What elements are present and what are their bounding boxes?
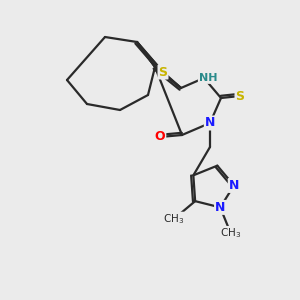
Text: N: N xyxy=(215,201,225,214)
Text: O: O xyxy=(155,130,165,143)
Text: NH: NH xyxy=(199,73,217,83)
Text: CH$_3$: CH$_3$ xyxy=(163,212,184,226)
Text: N: N xyxy=(205,116,215,130)
Text: N: N xyxy=(229,179,239,192)
Text: S: S xyxy=(158,65,167,79)
Text: S: S xyxy=(236,89,244,103)
Text: CH$_3$: CH$_3$ xyxy=(220,226,241,240)
